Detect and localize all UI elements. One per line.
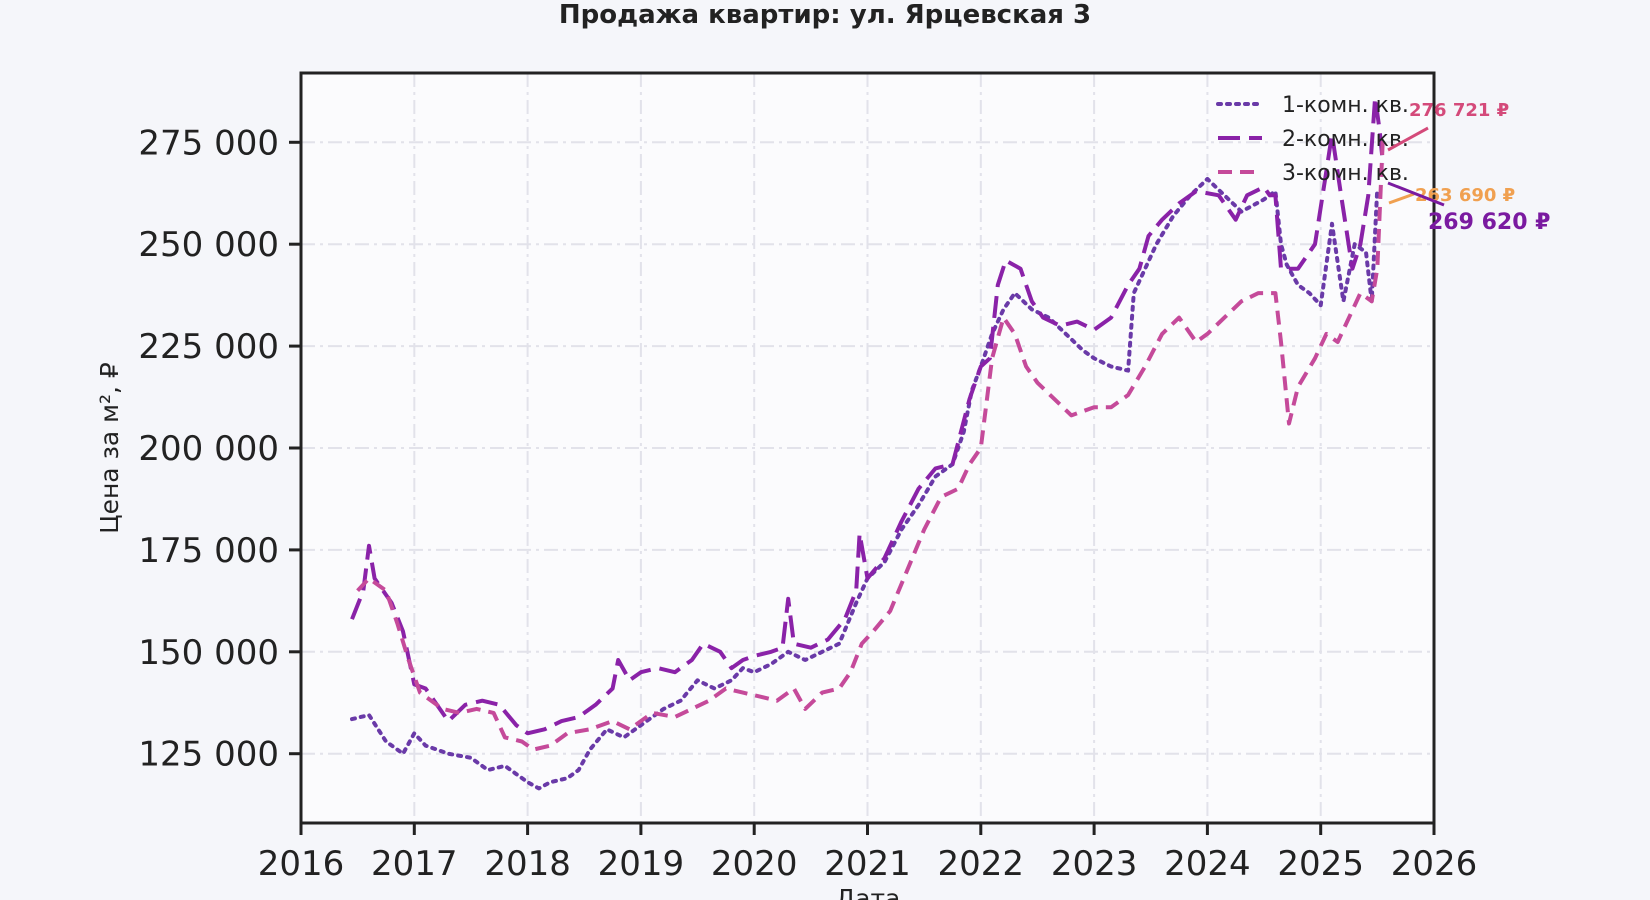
y-tick-label: 250 000 <box>138 225 279 265</box>
end-value-annotations: 276 721 ₽ 263 690 ₽ 269 620 ₽ <box>1387 100 1550 235</box>
legend-label-3: 3-комн. кв. <box>1282 161 1409 186</box>
y-tick-label: 200 000 <box>138 429 279 469</box>
x-tick-label: 2017 <box>371 844 458 884</box>
annotation-arrow-3 <box>1387 181 1445 207</box>
x-tick-label: 2016 <box>258 844 345 884</box>
x-tick-label: 2026 <box>1391 844 1478 884</box>
legend: 1-комн. кв. 2-комн. кв. 3-комн. кв. <box>1216 93 1409 186</box>
x-tick-label: 2021 <box>824 844 911 884</box>
y-tick-label: 175 000 <box>138 531 279 571</box>
x-axis-label: Дата <box>836 884 901 900</box>
x-tick-label: 2019 <box>598 844 685 884</box>
x-tick-label: 2024 <box>1164 844 1251 884</box>
x-tick-label: 2023 <box>1051 844 1138 884</box>
series-line-3 <box>356 135 1385 752</box>
x-tick-label: 2025 <box>1277 844 1364 884</box>
annotation-arrow-1 <box>1387 126 1429 152</box>
x-tick-label: 2022 <box>938 844 1025 884</box>
series-line-1 <box>350 177 1380 791</box>
annotation-label-2: 263 690 ₽ <box>1415 185 1515 206</box>
y-axis-label: Цена за м², ₽ <box>95 362 124 534</box>
x-axis: 2016 2017 2018 2019 2020 2021 2022 2023 2024 2025… <box>258 823 1478 884</box>
y-tick-label: 125 000 <box>138 735 279 775</box>
series-lines <box>350 95 1385 791</box>
annotation-label-1: 276 721 ₽ <box>1409 100 1509 121</box>
series-line-2 <box>350 95 1385 736</box>
legend-label-2: 2-комн. кв. <box>1282 127 1409 152</box>
annotation-arrow-2 <box>1388 192 1415 205</box>
x-tick-label: 2018 <box>484 844 571 884</box>
chart-title: Продажа квартир: ул. Ярцевская 3 <box>559 0 1091 30</box>
y-tick-label: 275 000 <box>138 123 279 163</box>
annotation-label-3: 269 620 ₽ <box>1428 210 1550 235</box>
x-tick-label: 2020 <box>711 844 798 884</box>
y-tick-label: 225 000 <box>138 327 279 367</box>
y-tick-label: 150 000 <box>138 633 279 673</box>
legend-label-1: 1-комн. кв. <box>1282 93 1409 118</box>
y-axis: 125 000 150 000 175 000 200 000 225 000 250 0… <box>138 123 301 775</box>
